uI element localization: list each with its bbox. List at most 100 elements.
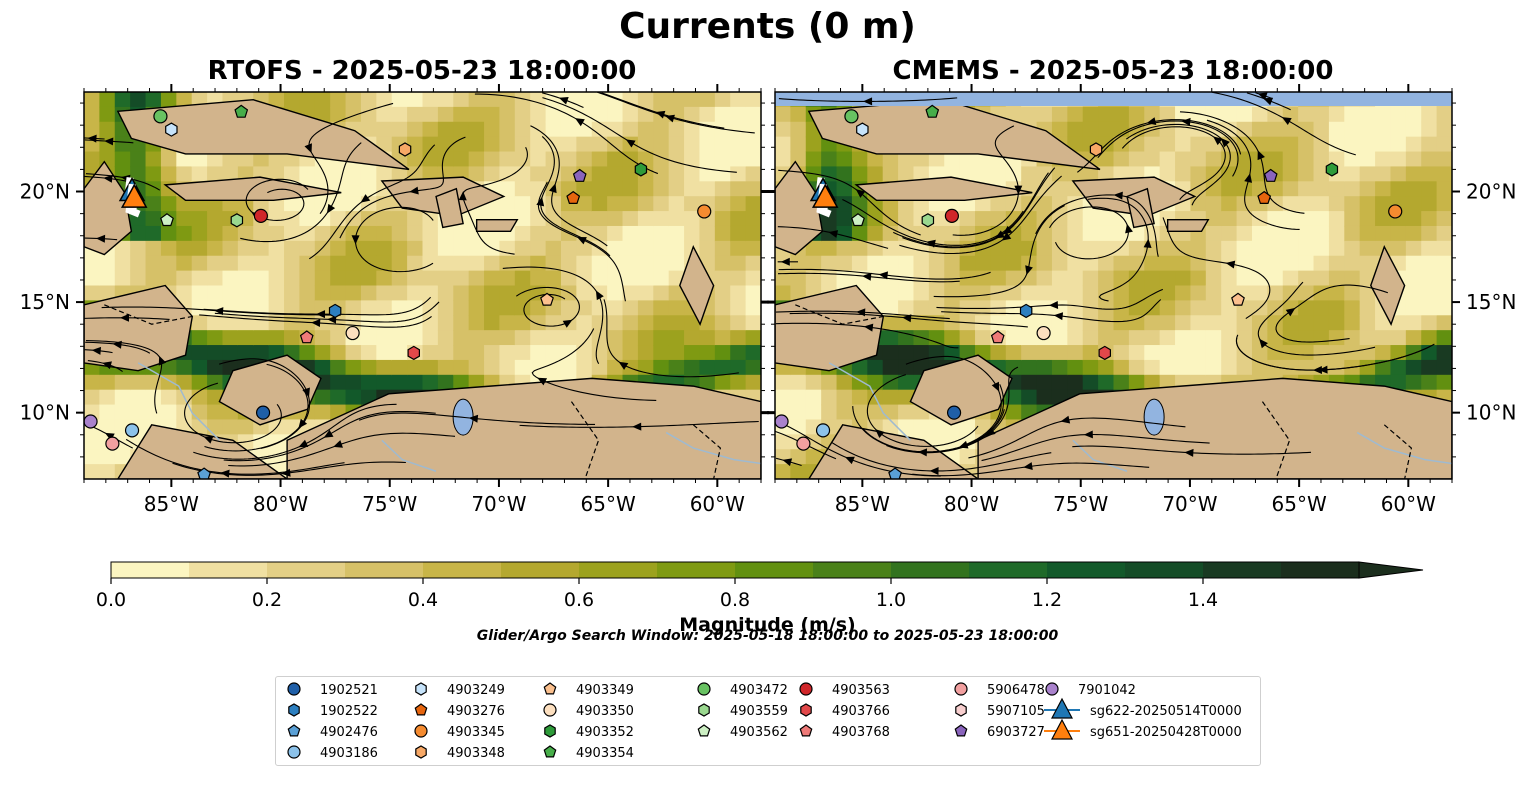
magnitude-cell [1128,151,1145,168]
magnitude-cell [1405,330,1422,346]
magnitude-cell [882,315,899,331]
magnitude-cell [407,121,424,138]
magnitude-cell [591,136,608,153]
streamline-arrow [1259,338,1268,349]
magnitude-cell [1113,106,1130,123]
magnitude-cell [160,196,177,212]
magnitude-cell [867,255,884,272]
magnitude-cell [1282,240,1299,257]
magnitude-cell [805,374,822,391]
magnitude-cell [176,255,193,272]
magnitude-cell [1067,121,1084,138]
magnitude-cell [1328,285,1345,301]
magnitude-cell [699,315,716,331]
magnitude-cell [314,106,331,123]
magnitude-cell [1282,359,1299,376]
magnitude-cell [975,270,992,287]
magnitude-cell [176,240,193,257]
magnitude-cell [607,315,624,331]
magnitude-cell [1144,106,1161,123]
magnitude-cell [437,330,454,346]
border [1383,424,1413,479]
magnitude-cell [1328,270,1345,287]
streamline-arrow [281,468,291,477]
magnitude-cell [1313,106,1330,123]
magnitude-cell [1375,151,1392,168]
magnitude-cell [1082,240,1099,257]
magnitude-cell [637,345,654,361]
magnitude-cell [114,151,131,168]
magnitude-cell [284,92,301,108]
magnitude-cell [345,106,362,123]
magnitude-cell [699,225,716,242]
magnitude-cell [560,166,577,182]
magnitude-cell [99,404,116,421]
cmems-map-panel: 85°W 80°W 75°W 70°W 65°W 60°W 20°N 15°N 10°N [767,84,1516,516]
magnitude-cell [653,211,670,227]
magnitude-cell [560,211,577,227]
magnitude-cell [1267,285,1284,301]
magnitude-cell [607,151,624,168]
magnitude-cell [745,225,761,242]
magnitude-cell [1205,270,1222,287]
magnitude-cell [1128,300,1145,316]
streamline-arrow [220,469,230,478]
magnitude-cell [622,240,639,257]
magnitude-cell [714,166,731,182]
magnitude-cell [975,255,992,272]
magnitude-cell [284,315,301,331]
float-marker-4903348 [1089,142,1103,157]
magnitude-cell [1390,136,1407,153]
magnitude-cell [882,330,899,346]
magnitude-cell [376,285,393,301]
magnitude-cell [959,240,976,257]
magnitude-cell [207,330,224,346]
streamline-arrow [1257,150,1265,161]
magnitude-cell [253,225,270,242]
magnitude-cell [545,121,562,138]
magnitude-cell [1205,345,1222,361]
magnitude-cell [836,255,853,272]
magnitude-cell [1205,166,1222,182]
magnitude-cell [330,389,347,406]
magnitude-cell [928,330,945,346]
magnitude-cell [253,330,270,346]
magnitude-cell [975,285,992,301]
streamline-arrow [112,340,122,349]
magnitude-cell [268,330,285,346]
streamline-arrow [828,230,839,238]
float-marker-6903727 [572,168,587,182]
magnitude-cell [1405,211,1422,227]
magnitude-cell [499,315,516,331]
magnitude-cell [730,151,747,168]
magnitude-cell [1390,121,1407,138]
magnitude-cell [1190,300,1207,316]
magnitude-cell [959,255,976,272]
magnitude-cell [898,419,915,435]
magnitude-cell [253,315,270,331]
magnitude-cell [1051,196,1068,212]
magnitude-cell [714,240,731,257]
magnitude-cell [1313,240,1330,257]
magnitude-cell [468,270,485,287]
magnitude-cell [114,404,131,421]
landmass [808,424,980,479]
magnitude-cell [714,225,731,242]
magnitude-cell [1021,389,1038,406]
magnitude-cell [576,300,593,316]
magnitude-cell [1159,315,1176,331]
magnitude-cell [84,464,100,479]
colorbar-segment [267,562,346,578]
magnitude-cell [514,345,531,361]
magnitude-cell [1067,166,1084,182]
magnitude-cell [1298,181,1315,197]
magnitude-cell [1036,225,1053,242]
float-marker-4903563 [944,208,959,223]
magnitude-cell [730,374,747,391]
magnitude-cell [407,285,424,301]
magnitude-cell [1021,345,1038,361]
streamline-arrow [1014,185,1023,195]
float-marker-4902476 [197,467,212,479]
magnitude-cell [1251,315,1268,331]
magnitude-cell [545,196,562,212]
